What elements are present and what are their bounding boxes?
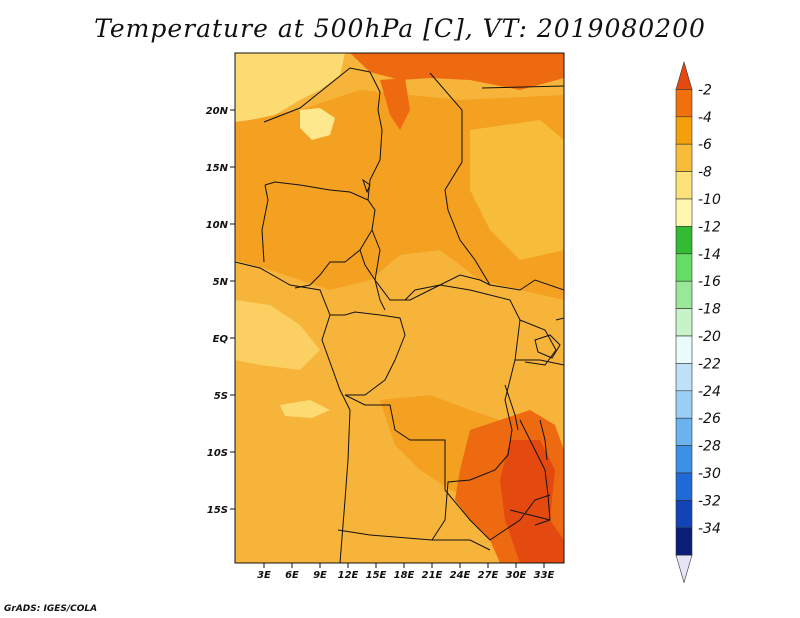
- lon-labels: 3E 6E 9E 12E 15E 18E 21E 24E 27E 30E 33E: [257, 570, 554, 581]
- colorbar-label: -18: [698, 302, 721, 318]
- map-frame: [234, 52, 565, 564]
- border-uganda: [519, 319, 557, 366]
- lake-chad: [362, 178, 371, 194]
- border-kenya: [555, 317, 564, 321]
- border-congo: [330, 311, 406, 396]
- border-car-cameroon: [359, 249, 386, 311]
- colorbar-label: -8: [698, 165, 712, 181]
- colorbar-swatch: [675, 527, 693, 556]
- colorbar-label: -30: [698, 466, 721, 482]
- colorbar-label: -2: [698, 82, 712, 98]
- lat-label: 5N: [213, 277, 229, 288]
- colorbar-swatch: [675, 60, 693, 90]
- colorbar-swatch: [675, 171, 693, 200]
- border-nigeria: [264, 181, 376, 289]
- tick-marks: [230, 109, 545, 568]
- lon-label: 18E: [394, 570, 415, 581]
- lon-label: 9E: [313, 570, 327, 581]
- border-benin: [261, 184, 269, 263]
- field-cool-sahara: [235, 53, 345, 122]
- lon-label: 3E: [257, 570, 271, 581]
- colorbar-swatch: [675, 89, 693, 118]
- colorbar-swatch: [675, 500, 693, 529]
- colorbar-label: -12: [698, 219, 721, 235]
- lon-label: 24E: [450, 570, 471, 581]
- border-drc: [404, 284, 521, 541]
- border-tanzania: [515, 359, 564, 366]
- lake-kariba: [509, 509, 551, 521]
- lakes: [362, 178, 561, 521]
- colorbar-label: -24: [698, 384, 721, 400]
- lat-label: 15S: [207, 505, 228, 516]
- colorbar-swatch: [675, 472, 693, 501]
- colorbar-swatch: [675, 280, 693, 309]
- lat-labels: 20N 15N 10N 5N EQ 5S 10S 15S: [206, 106, 229, 516]
- colorbar-swatch: [675, 116, 693, 145]
- colorbar-swatch: [675, 445, 693, 474]
- colorbar-swatch: [675, 308, 693, 337]
- lake-malawi: [539, 419, 548, 461]
- colorbar-label: -32: [698, 493, 721, 509]
- lon-label: 12E: [338, 570, 359, 581]
- field-hottest-southeast: [500, 440, 564, 563]
- lake-tanganyika: [504, 384, 519, 431]
- field-hot-tongue: [380, 78, 410, 130]
- lon-label: 6E: [285, 570, 299, 581]
- border-angola: [344, 394, 446, 490]
- border-zambia: [444, 489, 551, 541]
- field-hot-top: [350, 53, 564, 90]
- lon-label: 15E: [366, 570, 387, 581]
- colorbar-swatch: [675, 253, 693, 282]
- colorbar-swatch: [675, 335, 693, 364]
- lat-label: 10S: [207, 448, 228, 459]
- colorbar-label: -16: [698, 274, 721, 290]
- colorbar-swatch: [675, 143, 693, 172]
- country-borders: [235, 67, 564, 563]
- lat-label: EQ: [213, 334, 229, 345]
- colorbar-swatch: [675, 390, 693, 419]
- lon-label: 30E: [506, 570, 527, 581]
- border-algeria-niger: [263, 67, 371, 123]
- colorbar-label: -28: [698, 439, 721, 455]
- lon-label: 21E: [422, 570, 443, 581]
- colorbar-label: -10: [698, 192, 721, 208]
- colorbar-label: -6: [698, 137, 712, 153]
- lat-label: 10N: [206, 220, 229, 231]
- colorbar-label: -26: [698, 411, 721, 427]
- field-coolest-patch: [300, 108, 335, 140]
- chart-title: Temperature at 500hPa [C], VT: 201908020…: [94, 14, 706, 43]
- colorbar-swatch: [675, 198, 693, 227]
- field-cool-coast: [235, 300, 320, 370]
- colorbar-label: -20: [698, 329, 721, 345]
- lon-label: 33E: [534, 570, 555, 581]
- border-sudan-egypt: [481, 85, 564, 89]
- border-angola-namibia: [337, 529, 491, 551]
- colorbar-swatch: [675, 417, 693, 446]
- colorbar-label: -34: [698, 521, 721, 537]
- border-niger-libya: [367, 71, 383, 201]
- colorbar: -2 -4 -6 -8 -10 -12 -14 -16 -18 -20 -22 -24 -26 -28 -3…: [675, 60, 721, 584]
- colorbar-label: -22: [698, 356, 721, 372]
- colorbar-swatch: [675, 226, 693, 255]
- border-mozambique: [519, 419, 551, 526]
- lake-victoria: [534, 334, 561, 359]
- colorbar-swatch: [675, 554, 693, 584]
- colorbar-label: -14: [698, 247, 721, 263]
- border-coastline-west: [235, 261, 351, 563]
- border-car-north: [371, 229, 491, 301]
- field-cool-east: [470, 120, 564, 260]
- temperature-field: [235, 53, 564, 563]
- colorbar-swatch: [675, 363, 693, 392]
- lat-label: 20N: [206, 106, 229, 117]
- lat-label: 15N: [206, 163, 229, 174]
- grads-credit: GrADS: IGES/COLA: [4, 604, 98, 614]
- field-cool-patch-sw: [280, 400, 330, 418]
- colorbar-label: -4: [698, 110, 712, 126]
- border-libya-sudan: [429, 72, 463, 211]
- lat-label: 5S: [214, 391, 228, 402]
- lon-label: 27E: [478, 570, 499, 581]
